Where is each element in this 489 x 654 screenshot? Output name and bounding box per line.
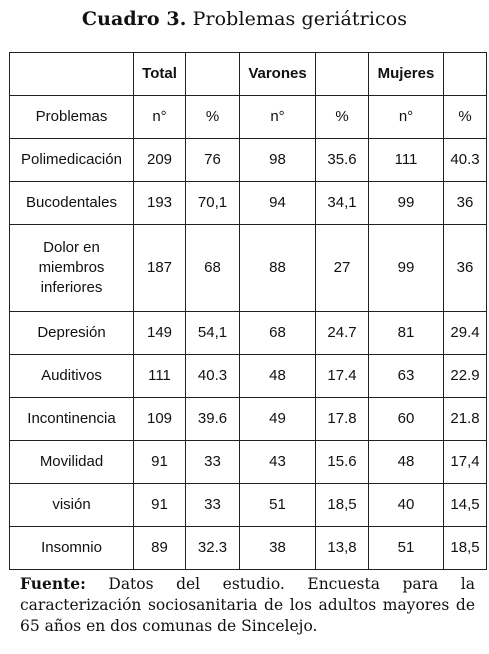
table-row-cell: 54,1 bbox=[185, 311, 240, 355]
table-row-cell: 91 bbox=[133, 440, 186, 484]
table-row-cell: 99 bbox=[368, 224, 444, 312]
table-row-cell: 149 bbox=[133, 311, 186, 355]
table-row-cell: 187 bbox=[133, 224, 186, 312]
table-row-cell: 193 bbox=[133, 181, 186, 225]
table-row-cell: 51 bbox=[239, 483, 316, 527]
table-row: Polimedicación 209 76 98 35.6 111 40.3 bbox=[9, 138, 487, 182]
table-row-cell: 35.6 bbox=[315, 138, 369, 182]
table-row-cell: 91 bbox=[133, 483, 186, 527]
table-row-cell: 81 bbox=[368, 311, 444, 355]
table-row-cell: 89 bbox=[133, 526, 186, 570]
source-text: Datos del estudio. Encuesta para la cara… bbox=[20, 575, 475, 635]
table-row: Dolor en miembros inferiores 187 68 88 27 99 3… bbox=[9, 224, 487, 312]
table-row-cell: visión bbox=[9, 483, 134, 527]
table-row-cell: 51 bbox=[368, 526, 444, 570]
table-row-cell: 24.7 bbox=[315, 311, 369, 355]
table-row: visión 91 33 51 18,5 40 14,5 bbox=[9, 483, 487, 527]
group-header-row-cell: Varones bbox=[239, 52, 316, 96]
table-row-cell: 60 bbox=[368, 397, 444, 441]
table-row-cell: 88 bbox=[239, 224, 316, 312]
table-row-cell: 14,5 bbox=[443, 483, 487, 527]
group-header-row-cell bbox=[185, 52, 240, 96]
table-row: Auditivos 111 40.3 48 17.4 63 22.9 bbox=[9, 354, 487, 398]
column-header-row-cell: % bbox=[315, 95, 369, 139]
group-header-row-cell: Mujeres bbox=[368, 52, 444, 96]
table-row-cell: 13,8 bbox=[315, 526, 369, 570]
table-row-cell: 21.8 bbox=[443, 397, 487, 441]
table-row-cell: 111 bbox=[133, 354, 186, 398]
column-header-row-cell: % bbox=[443, 95, 487, 139]
group-header-row-cell bbox=[315, 52, 369, 96]
table-row-cell: 48 bbox=[239, 354, 316, 398]
table-row-cell: 22.9 bbox=[443, 354, 487, 398]
table-row-cell: 40 bbox=[368, 483, 444, 527]
source-note: Fuente: Datos del estudio. Encuesta para… bbox=[20, 573, 475, 637]
table-row-cell: 68 bbox=[239, 311, 316, 355]
column-header-row: Problemas n°% n°% n°% bbox=[9, 95, 487, 139]
table-row-cell: 33 bbox=[185, 483, 240, 527]
table-row-cell: 209 bbox=[133, 138, 186, 182]
table-row-cell: Depresión bbox=[9, 311, 134, 355]
group-header-row-cell: Total bbox=[133, 52, 186, 96]
table-row-cell: 63 bbox=[368, 354, 444, 398]
table-row: Bucodentales 193 70,1 94 34,1 99 36 bbox=[9, 181, 487, 225]
table-row-cell: Incontinencia bbox=[9, 397, 134, 441]
table-row: Incontinencia 109 39.6 49 17.8 60 21.8 bbox=[9, 397, 487, 441]
table-row-cell: 34,1 bbox=[315, 181, 369, 225]
table-row-cell: 109 bbox=[133, 397, 186, 441]
table-row-cell: Movilidad bbox=[9, 440, 134, 484]
table-row-cell: 36 bbox=[443, 181, 487, 225]
geriatric-problems-table: Total Varones Mujeres Problemas n°% n°% n°% Pol… bbox=[9, 52, 487, 570]
table-row-cell: 111 bbox=[368, 138, 444, 182]
table-row-cell: 17.8 bbox=[315, 397, 369, 441]
table-row-cell: 76 bbox=[185, 138, 240, 182]
table-row-cell: 17.4 bbox=[315, 354, 369, 398]
column-header-row-cell: n° bbox=[239, 95, 316, 139]
table-row-cell: 48 bbox=[368, 440, 444, 484]
source-label: Fuente: bbox=[20, 574, 86, 593]
group-header-row-cell bbox=[9, 52, 134, 96]
column-header-row-cell: % bbox=[185, 95, 240, 139]
table-row-cell: 18,5 bbox=[443, 526, 487, 570]
column-header-row-cell: Problemas bbox=[9, 95, 134, 139]
table-row-cell: Insomnio bbox=[9, 526, 134, 570]
table-row-cell: 98 bbox=[239, 138, 316, 182]
table-row-cell: 39.6 bbox=[185, 397, 240, 441]
table-row-cell: Bucodentales bbox=[9, 181, 134, 225]
column-header-row-cell: n° bbox=[133, 95, 186, 139]
table-row-cell: 38 bbox=[239, 526, 316, 570]
table-row-cell: Dolor en miembros inferiores bbox=[9, 224, 134, 312]
caption-label: Cuadro 3. bbox=[81, 8, 187, 30]
table-row-cell: 43 bbox=[239, 440, 316, 484]
table-row-cell: 40.3 bbox=[443, 138, 487, 182]
table-row-cell: Auditivos bbox=[9, 354, 134, 398]
table-row-cell: 70,1 bbox=[185, 181, 240, 225]
caption-text: Problemas geriátricos bbox=[192, 8, 408, 30]
group-header-row: Total Varones Mujeres bbox=[9, 52, 487, 96]
table-row-cell: 68 bbox=[185, 224, 240, 312]
group-header-row-cell bbox=[443, 52, 487, 96]
table-row-cell: 99 bbox=[368, 181, 444, 225]
table-row-cell: 94 bbox=[239, 181, 316, 225]
table-row-cell: 36 bbox=[443, 224, 487, 312]
table-row-cell: 49 bbox=[239, 397, 316, 441]
table-row: Depresión 149 54,1 68 24.7 81 29.4 bbox=[9, 311, 487, 355]
table-row-cell: 27 bbox=[315, 224, 369, 312]
table-row-cell: 15.6 bbox=[315, 440, 369, 484]
column-header-row-cell: n° bbox=[368, 95, 444, 139]
table-row-cell: 17,4 bbox=[443, 440, 487, 484]
table-row-cell: 29.4 bbox=[443, 311, 487, 355]
table-row: Movilidad 91 33 43 15.6 48 17,4 bbox=[9, 440, 487, 484]
table-row-cell: 18,5 bbox=[315, 483, 369, 527]
table-row-cell: Polimedicación bbox=[9, 138, 134, 182]
table-row: Insomnio 89 32.3 38 13,8 51 18,5 bbox=[9, 526, 487, 570]
table-row-cell: 32.3 bbox=[185, 526, 240, 570]
table-row-cell: 33 bbox=[185, 440, 240, 484]
table-row-cell: 40.3 bbox=[185, 354, 240, 398]
table-caption: Cuadro 3. Problemas geriátricos bbox=[0, 8, 489, 30]
